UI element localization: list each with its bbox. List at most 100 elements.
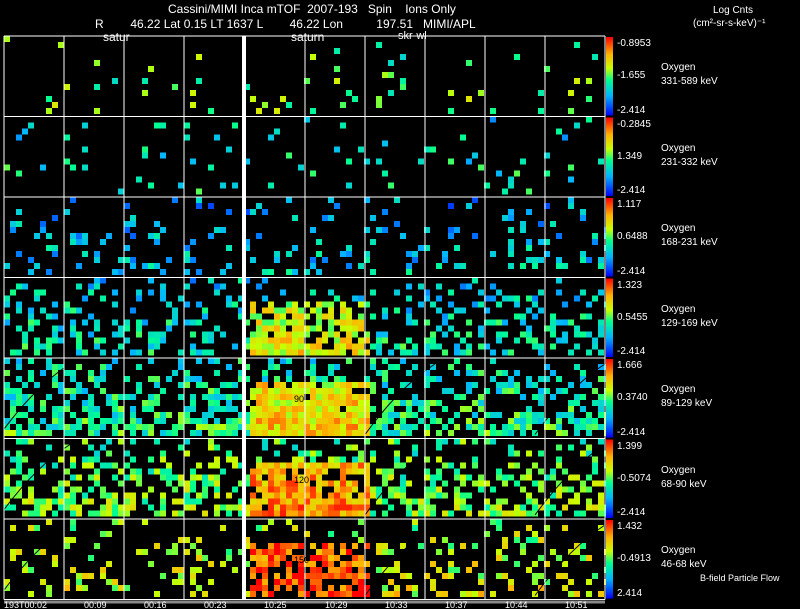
heatmap-cell (340, 382, 346, 388)
heatmap-cell (436, 549, 442, 555)
heatmap-cell (184, 122, 190, 129)
heatmap-cell (286, 251, 292, 257)
heatmap-cell (538, 388, 544, 394)
heatmap-cell (580, 382, 586, 388)
heatmap-cell (172, 474, 178, 481)
heatmap-cell (328, 462, 334, 469)
heatmap-cell (76, 263, 82, 269)
heatmap-cell (28, 424, 34, 430)
heatmap-cell (46, 591, 52, 597)
heatmap-cell (382, 585, 388, 591)
heatmap-cell (424, 492, 430, 499)
heatmap-cell (40, 400, 46, 406)
heatmap-cell (286, 492, 292, 499)
heatmap-cell (298, 573, 304, 579)
heatmap-cell (544, 561, 550, 567)
heatmap-cell (250, 349, 256, 356)
heatmap-cell (70, 486, 76, 493)
heatmap-cell (94, 283, 100, 290)
heatmap-cell (556, 289, 562, 296)
heatmap-cell (388, 182, 394, 189)
heatmap-cell (286, 152, 292, 159)
heatmap-cell (184, 251, 190, 257)
heatmap-cell (292, 382, 298, 388)
heatmap-cell (382, 170, 388, 177)
heatmap-cell (436, 400, 442, 406)
heatmap-cell (196, 376, 202, 382)
heatmap-cell (196, 492, 202, 499)
heatmap-cell (322, 543, 328, 549)
heatmap-cell (142, 424, 148, 430)
heatmap-cell (376, 158, 382, 165)
heatmap-cell (364, 424, 370, 430)
heatmap-cell (286, 406, 292, 412)
heatmap-cell (262, 331, 268, 338)
heatmap-cell (490, 412, 496, 418)
heatmap-cell (370, 313, 376, 320)
heatmap-cell (502, 319, 508, 326)
heatmap-cell (580, 370, 586, 376)
heatmap-cell (202, 331, 208, 338)
heatmap-cell (118, 468, 124, 475)
heatmap-cell (88, 376, 94, 382)
heatmap-cell (16, 450, 22, 457)
heatmap-cell (340, 122, 346, 129)
heatmap-cell (346, 325, 352, 332)
heatmap-cell (94, 406, 100, 412)
heatmap-cell (4, 480, 10, 487)
heatmap-cell (376, 337, 382, 344)
heatmap-cell (298, 424, 304, 430)
heatmap-cell (40, 307, 46, 314)
heatmap-cell (274, 498, 280, 505)
heatmap-cell (286, 486, 292, 493)
heatmap-cell (508, 349, 514, 356)
heatmap-cell (502, 349, 508, 356)
heatmap-cell (136, 349, 142, 356)
heatmap-cell (256, 349, 262, 356)
heatmap-cell (340, 307, 346, 314)
heatmap-cell (328, 424, 334, 430)
heatmap-cell (262, 343, 268, 350)
heatmap-cell (466, 343, 472, 350)
heatmap-cell (244, 364, 250, 370)
heatmap-cell (76, 504, 82, 511)
heatmap-cell (406, 295, 412, 302)
heatmap-cell (172, 486, 178, 493)
heatmap-cell (214, 134, 220, 141)
heatmap-cell (148, 182, 154, 189)
heatmap-cell (232, 122, 238, 129)
heatmap-cell (496, 549, 502, 555)
heatmap-cell (586, 474, 592, 481)
heatmap-cell (196, 418, 202, 424)
heatmap-cell (310, 358, 316, 364)
heatmap-cell (394, 343, 400, 350)
heatmap-cell (442, 591, 448, 597)
heatmap-cell (586, 504, 592, 511)
heatmap-cell (334, 343, 340, 350)
heatmap-cell (574, 424, 580, 430)
heatmap-cell (298, 343, 304, 350)
heatmap-cell (118, 438, 124, 445)
heatmap-cell (250, 343, 256, 350)
heatmap-cell (280, 388, 286, 394)
heatmap-cell (376, 486, 382, 493)
heatmap-cell (328, 319, 334, 326)
heatmap-cell (442, 313, 448, 320)
heatmap-cell (526, 331, 532, 338)
heatmap-cell (190, 567, 196, 573)
heatmap-cell (322, 510, 328, 517)
heatmap-cell (424, 376, 430, 382)
heatmap-cell (40, 498, 46, 505)
heatmap-cell (70, 424, 76, 430)
heatmap-cell (160, 450, 166, 457)
heatmap-cell (496, 289, 502, 296)
heatmap-cell (286, 343, 292, 350)
heatmap-cell (352, 418, 358, 424)
heatmap-cell (334, 203, 340, 209)
heatmap-cell (298, 307, 304, 314)
heatmap-cell (472, 543, 478, 549)
heatmap-cell (172, 424, 178, 430)
heatmap-cell (16, 221, 22, 227)
heatmap-cell (268, 424, 274, 430)
heatmap-cell (550, 504, 556, 511)
